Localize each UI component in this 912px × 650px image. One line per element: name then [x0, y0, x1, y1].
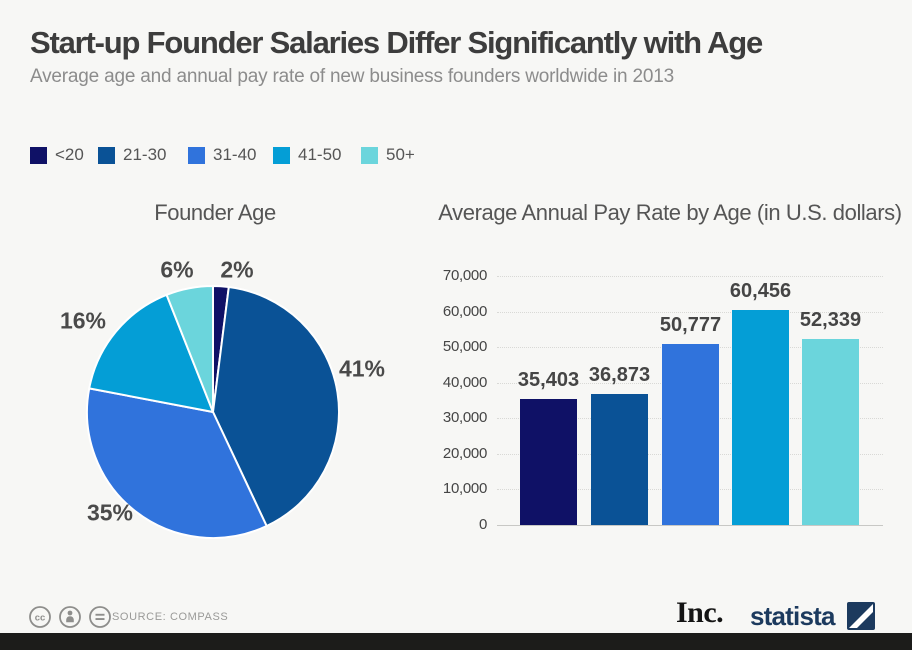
bar-value-label-31-40: 50,777 [659, 314, 722, 337]
legend-swatch [30, 146, 47, 164]
bar-value-label-<20: 35,403 [517, 369, 580, 392]
ytick-label-70,000: 70,000 [442, 267, 487, 284]
legend: <20 21-30 31-40 41-50 50+ [0, 146, 912, 166]
bar-chart-title: Average Annual Pay Rate by Age (in U.S. … [438, 200, 902, 225]
legend-item-label: 31-40 [213, 145, 257, 164]
bar-value-label-21-30: 36,873 [588, 363, 651, 386]
page-title: Start-up Founder Salaries Differ Signifi… [30, 25, 763, 60]
bar-chart-plot-area: 35,403 36,873 50,777 60,456 52,339 [497, 276, 883, 526]
inc-logo: Inc. [676, 596, 724, 629]
pie-label-<20: 2% [220, 256, 254, 283]
gridline-60,000 [497, 311, 883, 313]
bar-value-label-50+: 52,339 [799, 308, 862, 331]
attribution-person-icon [59, 606, 81, 628]
legend-item-50+: 50+ [361, 146, 415, 164]
pie-chart-title: Founder Age [154, 200, 276, 225]
legend-item-label: 41-50 [298, 145, 342, 164]
ytick-label-60,000: 60,000 [442, 302, 487, 320]
license-badges: cc [28, 605, 112, 629]
bar-50+ [802, 338, 859, 525]
ytick-label-20,000: 20,000 [442, 444, 487, 462]
legend-swatch [273, 146, 290, 164]
ytick-label-0: 0 [478, 516, 487, 533]
bar-21-30 [591, 393, 648, 525]
ytick-label-50,000: 50,000 [442, 338, 487, 356]
legend-swatch [188, 146, 205, 164]
pie-chart [86, 284, 340, 540]
pie-label-31-40: 35% [86, 499, 134, 526]
ytick-label-40,000: 40,000 [442, 373, 487, 391]
pie-slice-31-40 [86, 387, 268, 540]
bar-<20 [520, 399, 577, 525]
legend-item-label: 21-30 [123, 145, 167, 164]
statista-logo-icon [847, 602, 875, 630]
legend-swatch [98, 146, 115, 164]
pie-label-41-50: 16% [59, 307, 107, 334]
legend-item-31-40: 31-40 [188, 146, 256, 164]
ytick-label-30,000: 30,000 [442, 409, 487, 427]
statista-wordmark: statista [750, 601, 835, 631]
legend-item-<20: <20 [30, 146, 84, 164]
bar-31-40 [662, 344, 719, 525]
legend-item-label: 50+ [386, 145, 415, 164]
pie-slice-41-50 [88, 293, 214, 413]
gridline-70,000 [497, 276, 883, 277]
legend-item-21-30: 21-30 [98, 146, 166, 164]
pie-slice-50+ [165, 284, 214, 413]
svg-text:cc: cc [35, 613, 46, 624]
gridline-0 [497, 525, 883, 526]
pie-label-21-30: 41% [338, 355, 386, 382]
legend-item-41-50: 41-50 [273, 146, 341, 164]
pie-label-50+: 6% [160, 256, 194, 283]
bottom-bar [0, 633, 912, 650]
legend-swatch [361, 146, 378, 164]
source-label: SOURCE: COMPASS [112, 611, 229, 623]
legend-item-label: <20 [55, 145, 84, 164]
ytick-label-10,000: 10,000 [442, 480, 487, 498]
cc-icon: cc [29, 606, 51, 628]
equals-icon [89, 606, 111, 628]
pie-slice-21-30 [212, 285, 340, 528]
bar-value-label-41-50: 60,456 [729, 279, 792, 302]
page-subtitle: Average age and annual pay rate of new b… [30, 66, 674, 87]
bar-41-50 [732, 309, 789, 525]
